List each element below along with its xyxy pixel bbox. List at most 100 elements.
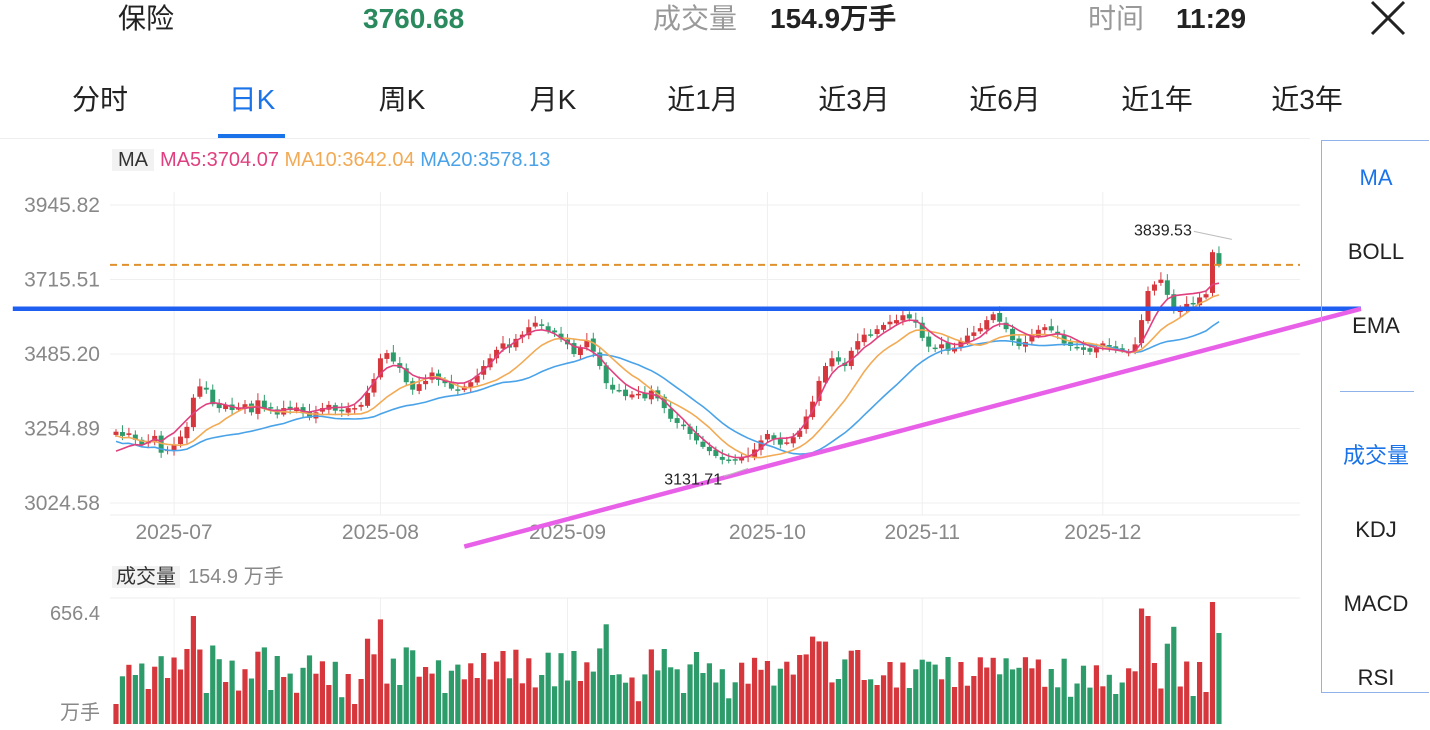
candle-body (1035, 329, 1041, 337)
indicator-volume[interactable]: 成交量 (1342, 443, 1409, 468)
candle-body (990, 314, 996, 321)
candle-body (964, 335, 970, 343)
candle-body (1216, 253, 1222, 266)
volume-bar (1048, 669, 1054, 724)
candle-body (771, 435, 777, 440)
volume-bar (655, 670, 661, 724)
volume-bar (635, 701, 642, 724)
volume-bar (977, 657, 983, 724)
volume-bar (964, 685, 970, 724)
indicator-ma[interactable]: MA (1359, 165, 1393, 190)
volume-bar (300, 667, 306, 724)
indicator-kdj[interactable]: KDJ (1355, 517, 1397, 542)
tab-1-year[interactable]: 近1年 (1121, 84, 1193, 115)
candle-body (984, 320, 990, 330)
volume-bar (880, 675, 887, 724)
volume-bar (539, 675, 545, 724)
x-tick-label: 2025-11 (884, 521, 960, 544)
candle-body (410, 381, 416, 390)
candle-body (448, 381, 454, 389)
volume-bar (906, 688, 912, 724)
ma10-line (115, 294, 1220, 459)
volume-bar (932, 664, 938, 724)
volume-bar (687, 664, 693, 724)
volume-bar (784, 661, 790, 724)
y-tick-label: 3254.89 (24, 418, 100, 441)
volume-bar (971, 676, 977, 724)
candle-body (558, 333, 564, 340)
candle-body (694, 432, 699, 441)
volume-label: 成交量 (653, 3, 738, 34)
volume-bar (319, 661, 325, 724)
volume-bar (210, 645, 216, 724)
volume-bar (442, 693, 448, 724)
candle-body (403, 368, 409, 383)
volume-bar (242, 669, 248, 724)
volume-bar (558, 653, 564, 724)
candle-body (848, 350, 854, 367)
candle-body (823, 366, 828, 383)
indicator-macd[interactable]: MACD (1343, 591, 1409, 616)
tab-1-month[interactable]: 近1月 (667, 84, 739, 115)
tab-3-months[interactable]: 近3月 (818, 84, 890, 115)
volume-bar (1184, 661, 1190, 724)
tab-3-years[interactable]: 近3年 (1271, 84, 1343, 115)
volume-bar (739, 662, 745, 724)
volume-bar (1029, 668, 1035, 724)
volume-bar (197, 649, 203, 724)
volume-bar (1022, 657, 1029, 724)
candle-body (1029, 334, 1035, 342)
candle-body (1048, 326, 1054, 331)
candle-body (1132, 344, 1138, 352)
y-axis-labels: 3945.82 3715.51 3485.20 3254.89 3024.58 (24, 194, 100, 515)
candle-body (874, 329, 880, 335)
candle-body (132, 434, 138, 440)
close-button[interactable] (1366, 0, 1410, 36)
candle-body (816, 380, 822, 401)
candle-body (1093, 347, 1099, 353)
volume-bar (513, 649, 519, 724)
candle-body (829, 358, 835, 367)
tab-daily-k[interactable]: 日K (228, 84, 276, 115)
candle-body (623, 389, 629, 397)
candle-body (868, 334, 874, 336)
indicator-boll[interactable]: BOLL (1347, 239, 1405, 264)
indicator-panel: MA BOLL EMA 成交量 KDJ MACD RSI (1321, 140, 1429, 693)
volume-max-label: 656.4 (50, 603, 100, 625)
volume-bar (429, 673, 435, 724)
candle-body (384, 353, 390, 359)
volume-bar (1016, 667, 1022, 724)
volume-bar (674, 669, 680, 724)
tab-intraday[interactable]: 分时 (71, 84, 129, 115)
volume-bar (468, 663, 474, 724)
volume-bar (758, 669, 764, 724)
volume-bar (771, 685, 777, 724)
tab-6-months[interactable]: 近6月 (969, 84, 1041, 115)
tab-monthly-k[interactable]: 月K (529, 84, 577, 115)
volume-bar (790, 674, 796, 724)
volume-bar (900, 662, 906, 724)
volume-bar (1100, 686, 1106, 724)
x-axis-labels: 2025-07 2025-08 2025-09 2025-10 2025-11 2025-… (136, 521, 1142, 544)
candle-body (210, 389, 216, 405)
x-tick-label: 2025-08 (342, 521, 419, 544)
volume-bar (661, 649, 667, 724)
high-annotation-leader (1193, 230, 1232, 240)
volume-bar (519, 683, 525, 724)
candle-body (700, 441, 706, 447)
candle-body (758, 440, 764, 450)
ma20-line (115, 321, 1220, 455)
volume-bar (616, 674, 622, 724)
candle-body (474, 375, 480, 383)
tabs-divider (0, 138, 1310, 139)
volume-bar (1203, 692, 1209, 724)
volume-bar (423, 667, 429, 724)
tab-weekly-k[interactable]: 周K (378, 84, 426, 115)
volume-bar (622, 682, 629, 724)
ma-legend-tag: MA (112, 149, 154, 171)
high-annotation-label: 3839.53 (1134, 222, 1192, 239)
candle-body (339, 409, 345, 412)
indicator-ema[interactable]: EMA (1352, 313, 1400, 338)
indicator-rsi[interactable]: RSI (1357, 665, 1395, 690)
